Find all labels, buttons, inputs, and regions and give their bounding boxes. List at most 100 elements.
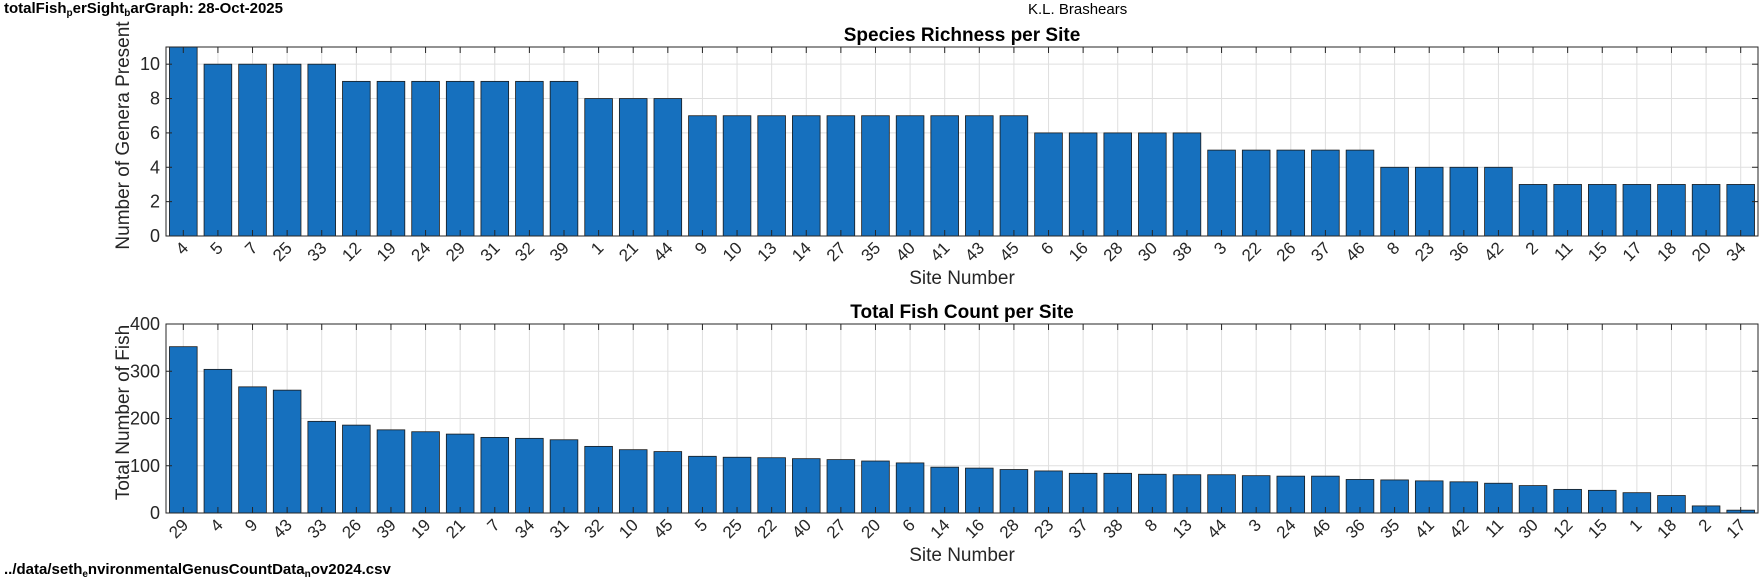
x-axis-label: Site Number	[909, 268, 1015, 289]
x-tick-label: 45	[996, 238, 1023, 265]
bar	[203, 63, 233, 237]
y-tick-label: 0	[150, 503, 160, 523]
bar	[1449, 166, 1479, 237]
bar	[1241, 475, 1271, 514]
x-tick-label: 15	[1584, 238, 1611, 265]
bar	[618, 98, 648, 237]
x-tick-label: 4	[172, 238, 192, 258]
bar	[1553, 184, 1582, 237]
bar	[549, 439, 579, 514]
x-tick-label: 23	[1031, 515, 1058, 542]
bar	[895, 115, 925, 237]
bar	[1518, 184, 1548, 237]
bar	[480, 80, 510, 237]
bar	[1207, 149, 1236, 237]
bar	[861, 115, 890, 237]
x-tick-label: 1	[587, 238, 607, 258]
x-tick-label: 39	[373, 515, 400, 542]
bar	[1414, 166, 1444, 237]
y-tick-label: 300	[130, 361, 160, 381]
bar	[238, 386, 267, 514]
x-tick-label: 32	[581, 515, 608, 542]
bar	[618, 449, 648, 514]
x-tick-label: 8	[1383, 238, 1403, 258]
bar	[307, 420, 336, 514]
x-tick-label: 6	[1037, 238, 1057, 258]
bar	[1034, 132, 1063, 237]
x-tick-label: 10	[615, 515, 642, 542]
x-tick-label: 27	[823, 515, 850, 542]
bar	[1172, 132, 1202, 237]
x-tick-label: 39	[546, 238, 573, 265]
bar	[688, 115, 717, 237]
axes-box	[165, 46, 1759, 237]
x-tick-label: 30	[1515, 515, 1542, 542]
bar	[1241, 149, 1271, 237]
data-file-path: ../data/sethenvironmentalGenusCountDatan…	[4, 561, 391, 580]
bar	[272, 63, 302, 237]
x-tick-label: 44	[1204, 515, 1231, 542]
chart-title: Total Fish Count per Site	[850, 302, 1073, 323]
bar	[1657, 184, 1686, 237]
x-tick-label: 6	[899, 515, 919, 535]
y-tick-label: 100	[130, 456, 160, 476]
x-axis-label: Site Number	[909, 545, 1015, 566]
bar	[480, 436, 510, 514]
x-tick-label: 44	[650, 238, 677, 265]
x-tick-label: 45	[650, 515, 677, 542]
bar	[1276, 475, 1306, 514]
bar	[1691, 184, 1721, 237]
x-tick-label: 35	[857, 238, 884, 265]
y-tick-label: 0	[150, 226, 160, 246]
x-tick-label: 13	[1169, 515, 1196, 542]
bar	[1276, 149, 1306, 237]
bar	[895, 462, 925, 514]
x-tick-label: 25	[269, 238, 296, 265]
x-tick-label: 14	[927, 515, 954, 542]
x-tick-label: 11	[1551, 238, 1577, 264]
x-tick-label: 1	[1626, 515, 1646, 535]
bar	[376, 80, 406, 237]
x-tick-label: 23	[1411, 238, 1438, 265]
bar	[1345, 479, 1375, 514]
x-tick-label: 36	[1446, 238, 1473, 265]
bar	[1207, 474, 1236, 514]
bar	[272, 389, 302, 514]
bar	[1103, 472, 1132, 514]
x-tick-label: 2	[1522, 238, 1542, 258]
x-tick-label: 4	[207, 515, 227, 535]
x-tick-label: 9	[691, 238, 711, 258]
bar	[930, 466, 959, 514]
x-tick-label: 32	[511, 238, 538, 265]
bar	[826, 115, 856, 237]
x-tick-label: 38	[1169, 238, 1196, 265]
x-tick-label: 8	[1141, 515, 1161, 535]
x-tick-label: 25	[719, 515, 746, 542]
x-tick-label: 5	[691, 515, 711, 535]
bar	[1068, 472, 1098, 514]
x-tick-label: 10	[719, 238, 746, 265]
bar	[515, 80, 544, 237]
bar	[1726, 184, 1755, 237]
bar	[1345, 149, 1375, 237]
bar	[411, 431, 440, 514]
x-tick-label: 41	[1411, 515, 1438, 542]
bar	[1172, 474, 1202, 514]
bar	[861, 460, 890, 514]
bar	[792, 115, 821, 237]
x-tick-label: 19	[408, 515, 435, 542]
bar	[376, 429, 406, 514]
author-label: K.L. Brashears	[1028, 1, 1128, 18]
bar	[999, 115, 1029, 237]
bar	[722, 456, 752, 514]
x-tick-label: 9	[241, 515, 261, 535]
x-tick-label: 34	[511, 515, 538, 542]
x-tick-label: 2	[1695, 515, 1715, 535]
x-tick-label: 7	[241, 238, 261, 258]
bar	[965, 115, 994, 237]
bar	[688, 455, 717, 514]
x-tick-label: 33	[304, 238, 331, 265]
bar	[653, 98, 683, 237]
